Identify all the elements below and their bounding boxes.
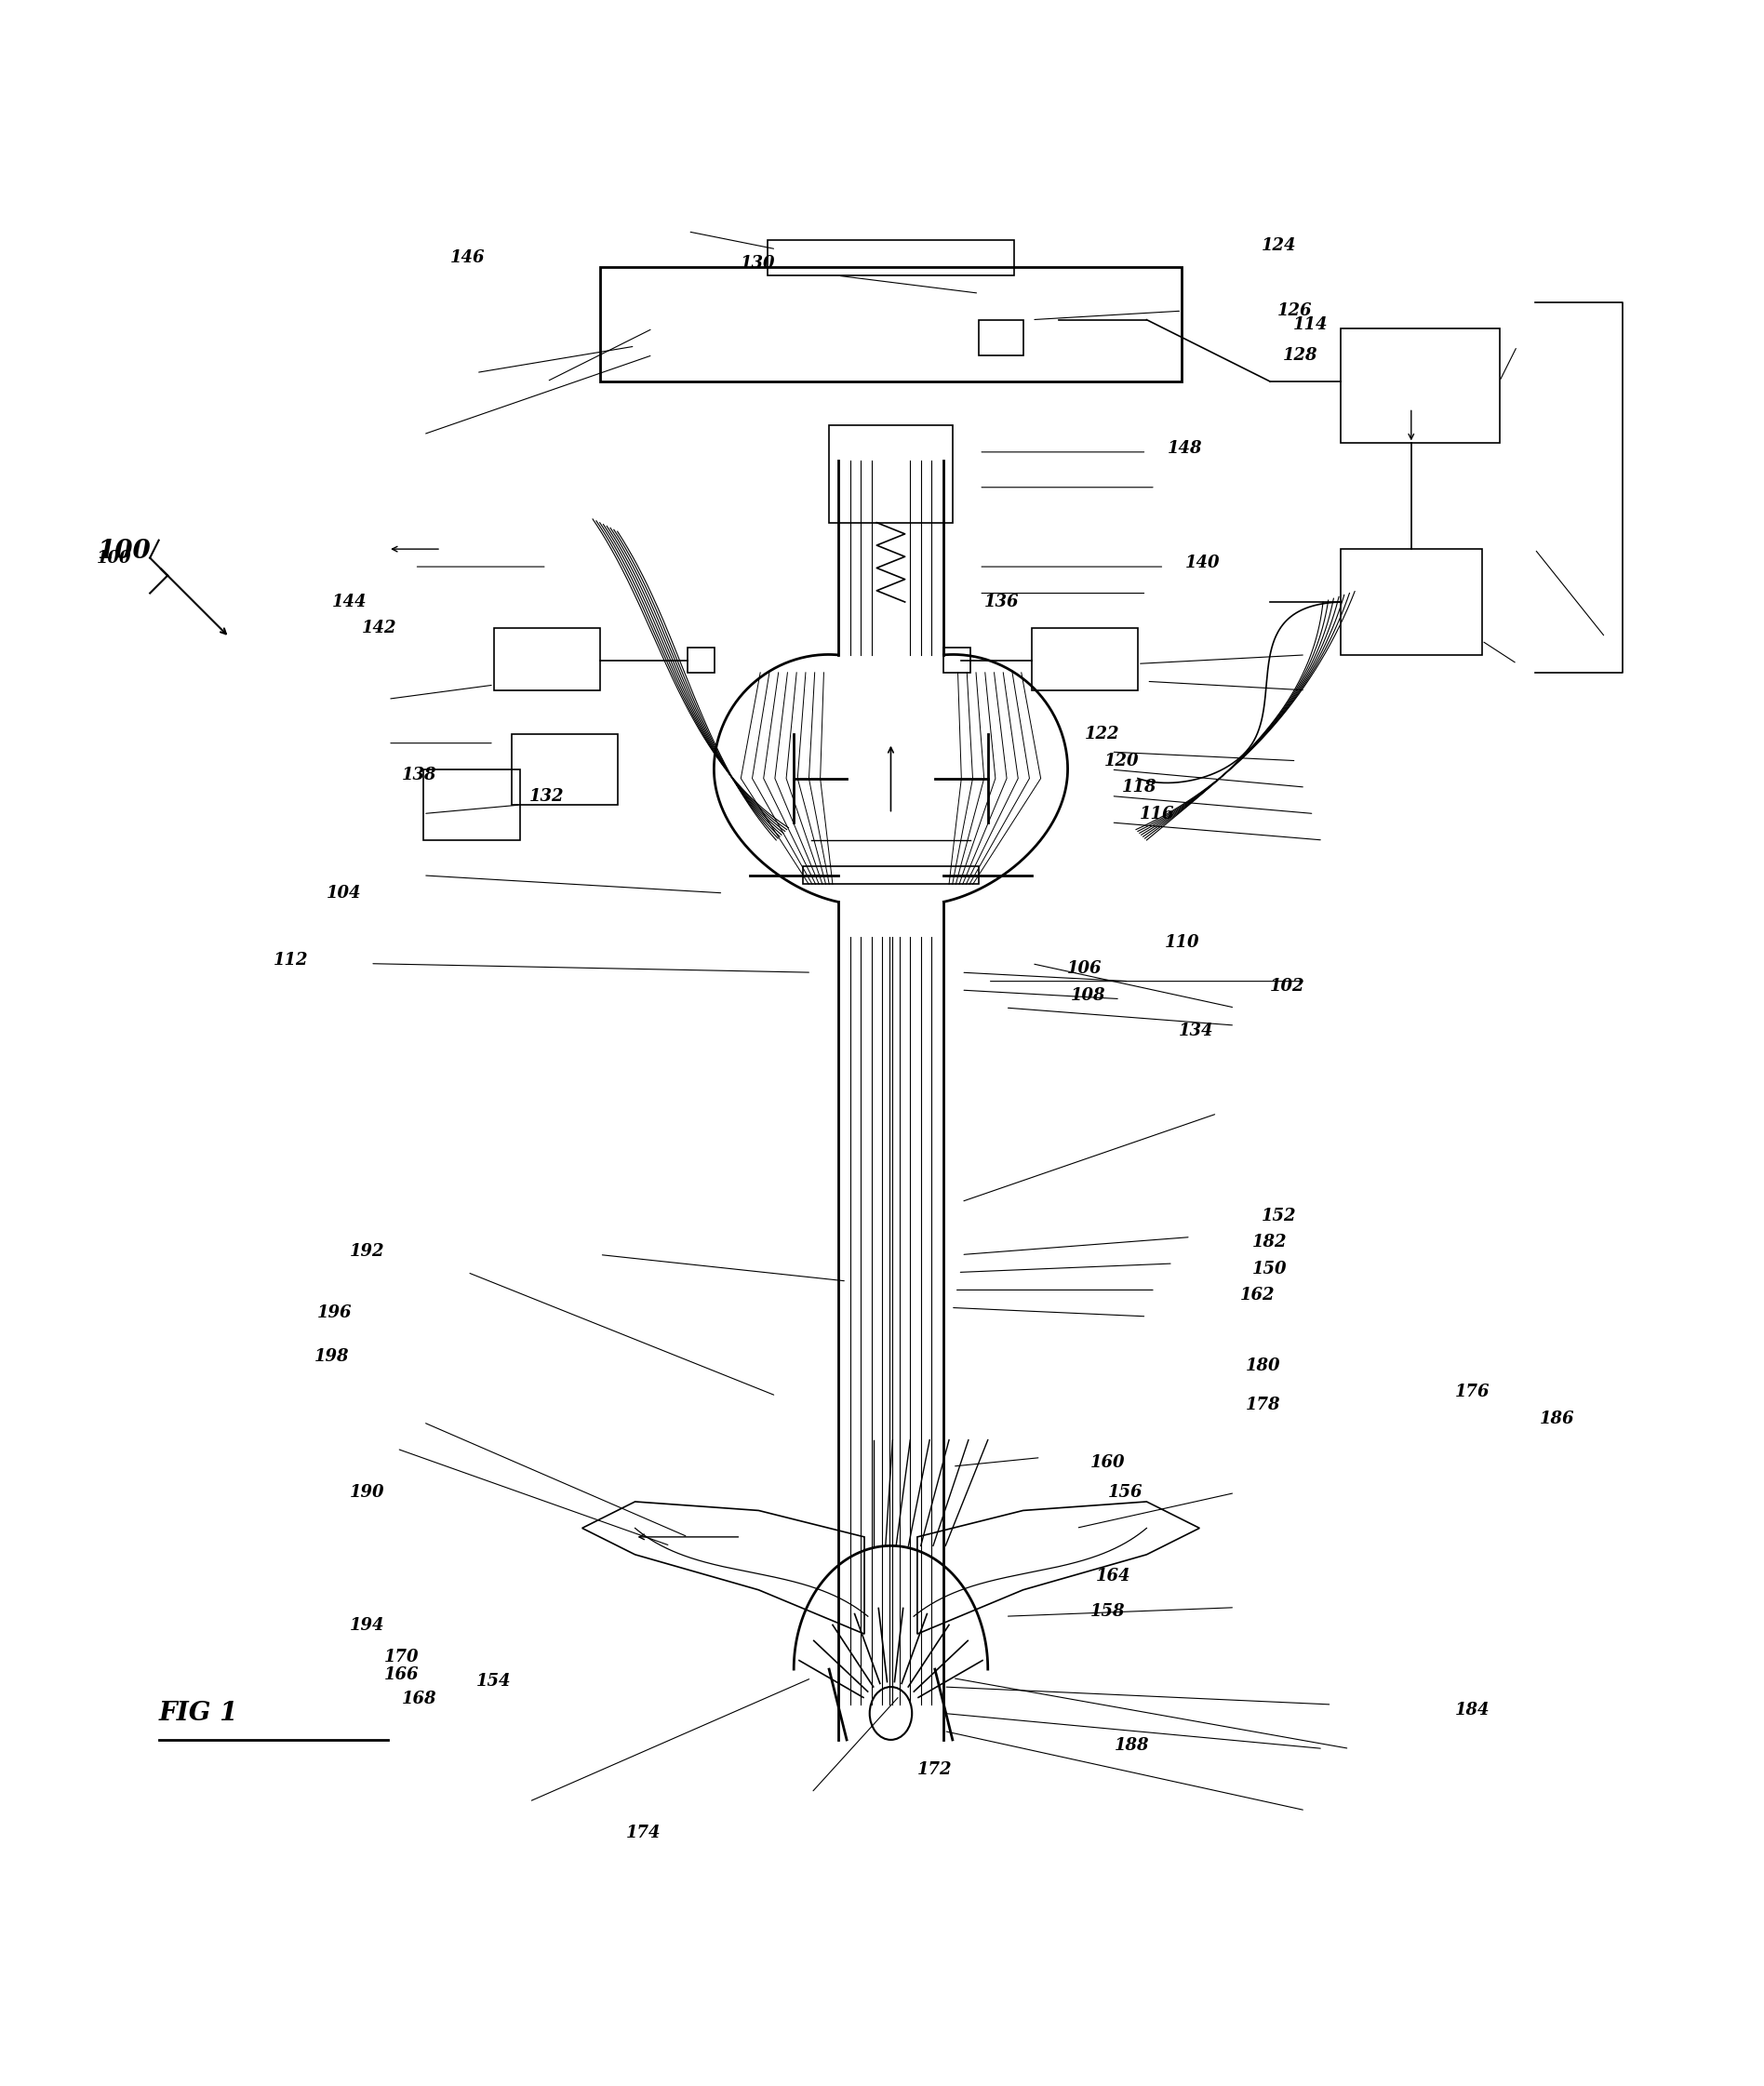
Text: 194: 194 bbox=[349, 1617, 385, 1633]
Bar bbox=[494, 628, 600, 690]
Text: 148: 148 bbox=[1168, 440, 1203, 457]
Text: 114: 114 bbox=[1293, 317, 1328, 334]
Text: 166: 166 bbox=[385, 1667, 420, 1683]
Text: 188: 188 bbox=[1115, 1738, 1150, 1754]
Text: 102: 102 bbox=[1270, 978, 1305, 995]
Text: 186: 186 bbox=[1540, 1410, 1575, 1427]
Text: 116: 116 bbox=[1140, 805, 1175, 822]
Text: 158: 158 bbox=[1090, 1602, 1125, 1619]
Bar bbox=[829, 426, 953, 524]
Text: 178: 178 bbox=[1245, 1396, 1281, 1412]
Bar bbox=[600, 267, 1182, 382]
Text: 110: 110 bbox=[1164, 935, 1200, 951]
Text: 182: 182 bbox=[1252, 1235, 1288, 1252]
Text: 184: 184 bbox=[1455, 1702, 1491, 1719]
Text: 120: 120 bbox=[1104, 753, 1140, 770]
Text: 176: 176 bbox=[1455, 1383, 1491, 1400]
Bar bbox=[767, 240, 1014, 275]
Text: 144: 144 bbox=[332, 595, 367, 611]
Bar bbox=[1341, 330, 1499, 442]
Text: 122: 122 bbox=[1085, 726, 1120, 743]
Text: 190: 190 bbox=[349, 1485, 385, 1502]
Bar bbox=[944, 649, 970, 672]
Bar bbox=[1341, 549, 1482, 655]
Text: FIG 1: FIG 1 bbox=[159, 1700, 238, 1725]
Text: 168: 168 bbox=[402, 1692, 437, 1708]
Bar bbox=[1032, 628, 1138, 690]
Text: 170: 170 bbox=[385, 1648, 420, 1665]
Text: 174: 174 bbox=[626, 1825, 662, 1842]
Text: 132: 132 bbox=[529, 789, 564, 805]
Text: 106: 106 bbox=[1067, 960, 1102, 976]
Text: 138: 138 bbox=[402, 766, 437, 782]
Text: 142: 142 bbox=[362, 620, 397, 636]
Text: 112: 112 bbox=[273, 951, 309, 968]
Text: 100: 100 bbox=[97, 538, 150, 563]
Text: 196: 196 bbox=[318, 1304, 353, 1320]
Text: 146: 146 bbox=[450, 250, 485, 267]
Bar bbox=[512, 734, 617, 805]
Text: 100: 100 bbox=[97, 549, 132, 565]
Text: 134: 134 bbox=[1178, 1022, 1214, 1039]
Text: 118: 118 bbox=[1122, 778, 1157, 795]
Bar bbox=[423, 770, 520, 841]
Bar bbox=[979, 319, 1023, 355]
Text: 150: 150 bbox=[1252, 1260, 1288, 1277]
Text: 130: 130 bbox=[741, 254, 776, 271]
Text: 162: 162 bbox=[1240, 1287, 1275, 1304]
Text: 152: 152 bbox=[1261, 1208, 1297, 1224]
Text: 108: 108 bbox=[1071, 987, 1106, 1003]
Text: 172: 172 bbox=[917, 1761, 953, 1777]
Text: 126: 126 bbox=[1277, 302, 1312, 319]
Text: 104: 104 bbox=[326, 884, 362, 901]
Text: 180: 180 bbox=[1245, 1358, 1281, 1375]
Text: 164: 164 bbox=[1095, 1567, 1131, 1583]
Text: 192: 192 bbox=[349, 1243, 385, 1260]
Text: 140: 140 bbox=[1185, 555, 1221, 572]
Text: 124: 124 bbox=[1261, 238, 1297, 254]
Text: 156: 156 bbox=[1108, 1485, 1143, 1502]
Bar bbox=[803, 866, 979, 884]
Text: 128: 128 bbox=[1282, 346, 1318, 363]
Text: 198: 198 bbox=[314, 1350, 349, 1366]
Text: 136: 136 bbox=[984, 595, 1020, 611]
Text: 160: 160 bbox=[1090, 1454, 1125, 1471]
Text: 154: 154 bbox=[476, 1673, 512, 1690]
Bar bbox=[688, 649, 714, 672]
